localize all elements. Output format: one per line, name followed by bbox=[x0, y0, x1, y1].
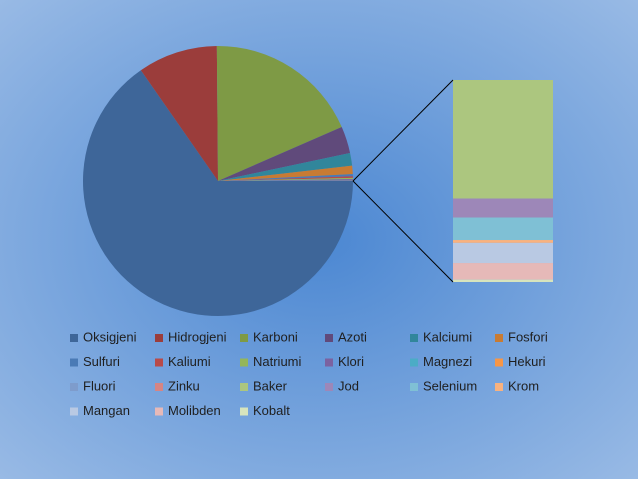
bar-segment bbox=[453, 217, 553, 241]
legend-label: Molibden bbox=[168, 403, 221, 418]
legend-label: Fluori bbox=[83, 378, 116, 393]
legend-label: Kaliumi bbox=[168, 354, 211, 369]
legend-swatch bbox=[495, 383, 503, 391]
legend-swatch bbox=[240, 407, 248, 416]
pie-slice bbox=[216, 46, 342, 182]
legend-swatch bbox=[325, 383, 333, 391]
legend-swatch bbox=[325, 334, 333, 342]
legend-label: Krom bbox=[508, 378, 539, 393]
legend-label: Sulfuri bbox=[83, 354, 120, 369]
legend-swatch bbox=[410, 358, 418, 367]
pie-slice bbox=[218, 180, 353, 181]
legend-swatch bbox=[70, 383, 78, 391]
legend-label: Azoti bbox=[338, 329, 367, 344]
legend-label: Baker bbox=[253, 378, 288, 393]
bar-segment bbox=[453, 240, 553, 243]
pie-slice bbox=[218, 177, 353, 181]
legend-swatch bbox=[70, 407, 78, 416]
legend-swatch bbox=[240, 383, 248, 391]
pie-slice bbox=[82, 70, 353, 317]
legend-swatch bbox=[70, 358, 78, 367]
pie-slice bbox=[218, 152, 353, 181]
legend-label: Hidrogjeni bbox=[168, 329, 227, 344]
pie-slice bbox=[140, 46, 218, 182]
legend-swatch bbox=[240, 358, 248, 367]
bar-segment bbox=[453, 198, 553, 218]
legend-label: Jod bbox=[338, 378, 359, 393]
bar-segment bbox=[453, 80, 553, 199]
legend-label: Zinku bbox=[168, 378, 200, 393]
bar-segment bbox=[453, 263, 553, 280]
legend-label: Kalciumi bbox=[423, 329, 472, 344]
legend-swatch bbox=[410, 334, 418, 342]
legend-label: Mangan bbox=[83, 403, 130, 418]
legend-label: Natriumi bbox=[253, 354, 302, 369]
connector-line bbox=[352, 79, 454, 182]
legend-swatch bbox=[410, 383, 418, 391]
legend-swatch bbox=[495, 334, 503, 342]
legend-swatch bbox=[155, 383, 163, 391]
legend-swatch bbox=[155, 334, 163, 342]
pie-slice bbox=[218, 174, 353, 181]
legend-swatch bbox=[155, 358, 163, 367]
legend-label: Klori bbox=[338, 354, 364, 369]
bar-segment bbox=[453, 279, 553, 282]
pie-slice bbox=[218, 179, 353, 181]
legend-swatch bbox=[495, 358, 503, 367]
pie-slice bbox=[218, 127, 351, 181]
legend-swatch bbox=[325, 358, 333, 367]
legend-label: Magnezi bbox=[423, 354, 472, 369]
legend-label: Karboni bbox=[253, 329, 298, 344]
legend-swatch bbox=[240, 334, 248, 342]
legend-swatch bbox=[70, 334, 78, 342]
legend-label: Kobalt bbox=[253, 403, 290, 418]
pie-slice bbox=[218, 176, 353, 181]
legend-label: Selenium bbox=[423, 378, 477, 393]
legend-label: Hekuri bbox=[508, 354, 546, 369]
legend-label: Oksigjeni bbox=[83, 329, 137, 344]
legend-label: Fosfori bbox=[508, 329, 548, 344]
bar-segment bbox=[453, 242, 553, 264]
connector-line bbox=[352, 180, 454, 283]
legend-swatch bbox=[155, 407, 163, 416]
pie-slice bbox=[218, 165, 353, 181]
